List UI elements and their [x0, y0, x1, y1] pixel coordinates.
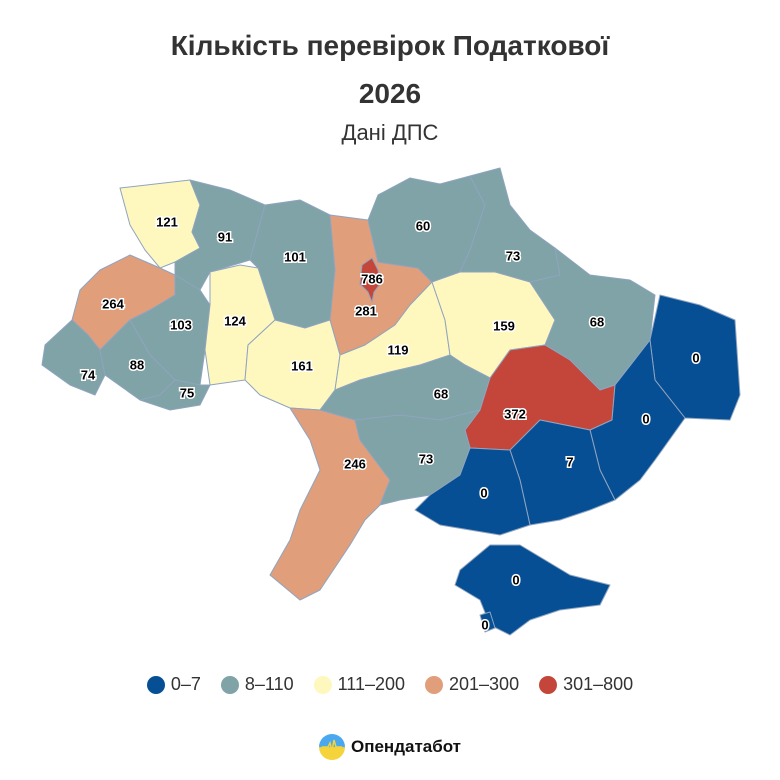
region-chernivtsi[interactable]: [139, 379, 211, 411]
region-value-label: 119: [388, 342, 409, 357]
region-value-label: 0: [481, 617, 488, 632]
chart-subtitle: Дані ДПС: [341, 120, 439, 145]
region-value-label: 73: [419, 451, 433, 466]
legend-dot-icon: [539, 675, 558, 694]
region-value-label: 75: [180, 385, 194, 400]
region-value-label: 246: [344, 456, 366, 471]
region-value-label: 103: [170, 317, 192, 332]
region-value-label: 0: [480, 485, 487, 500]
region-zakarpattia[interactable]: [41, 319, 106, 396]
chart-title: Кількість перевірок Податкової: [170, 30, 610, 61]
region-value-label: 68: [590, 314, 604, 329]
region-value-label: 161: [291, 358, 313, 373]
legend-dot-icon: [146, 675, 165, 694]
region-value-label: 101: [284, 249, 306, 264]
region-value-label: 60: [416, 218, 430, 233]
legend-item-111-200[interactable]: 111–200: [313, 674, 405, 695]
legend-item-201-300[interactable]: 201–300: [425, 674, 519, 695]
legend-label: 111–200: [337, 674, 405, 694]
legend-dot-icon: [313, 675, 332, 694]
region-value-label: 91: [218, 229, 232, 244]
legend-item-0-7[interactable]: 0–7: [146, 674, 201, 695]
brand-name: Опендатабот: [350, 737, 462, 756]
legend-item-8-110[interactable]: 8–110: [220, 674, 294, 695]
legend-label: 201–300: [449, 674, 520, 694]
region-value-label: 0: [692, 350, 699, 365]
region-value-label: 0: [512, 572, 519, 587]
region-value-label: 159: [493, 318, 515, 333]
region-value-label: 281: [355, 303, 377, 318]
region-kherson[interactable]: [414, 447, 531, 536]
legend: 0–7 8–110 111–200 201–300 301–800: [0, 674, 780, 695]
region-value-label: 786: [361, 271, 383, 286]
region-kyiv-city[interactable]: [359, 257, 381, 303]
region-value-label: 68: [434, 386, 448, 401]
region-value-label: 0: [642, 411, 649, 426]
region-value-label: 88: [130, 357, 144, 372]
region-value-label: 124: [224, 313, 246, 328]
region-value-label: 372: [504, 406, 526, 421]
region-value-label: 121: [156, 214, 178, 229]
region-sevastopol[interactable]: [479, 611, 496, 633]
legend-label: 301–800: [563, 674, 634, 694]
legend-label: 8–110: [244, 674, 294, 694]
legend-label: 0–7: [170, 674, 201, 694]
legend-dot-icon: [425, 675, 443, 694]
legend-item-301-800[interactable]: 301–800: [539, 674, 633, 695]
opendatabot-logo-icon: [318, 734, 345, 760]
region-value-label: 74: [81, 367, 96, 382]
brand-footer: Опендатабот: [0, 734, 780, 760]
legend-dot-icon: [220, 675, 239, 694]
region-value-label: 73: [506, 248, 520, 263]
region-value-label: 7: [566, 454, 573, 469]
region-crimea[interactable]: [454, 544, 611, 636]
region-donetsk[interactable]: [589, 339, 686, 501]
chart-title-year: 2026: [358, 78, 422, 109]
region-value-label: 264: [102, 296, 124, 311]
